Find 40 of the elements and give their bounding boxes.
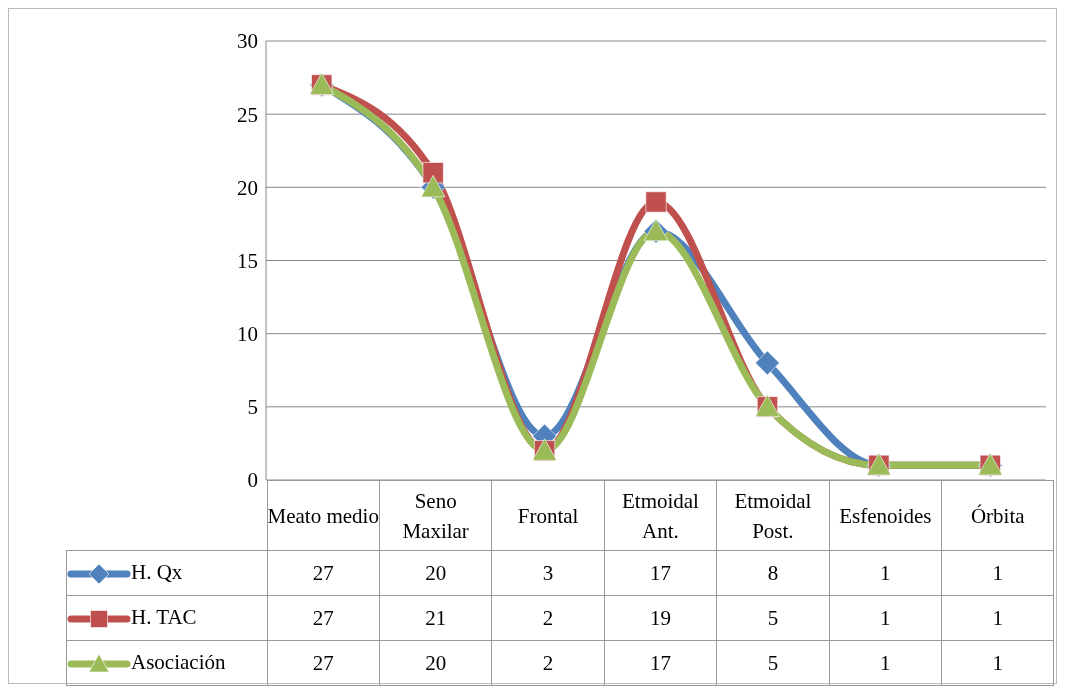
data-label: 19 <box>604 595 717 641</box>
data-label: 27 <box>267 550 380 596</box>
data-label: 2 <box>491 640 605 686</box>
data-label: 1 <box>941 640 1054 686</box>
x-tick-label: Etmoidal Ant. <box>604 480 717 551</box>
y-tick-label: 5 <box>247 395 258 420</box>
data-label: 1 <box>829 550 942 596</box>
data-label: 21 <box>379 595 492 641</box>
data-label: 2 <box>491 595 605 641</box>
data-label: 5 <box>716 640 830 686</box>
x-tick-label: Frontal <box>491 480 605 551</box>
x-tick-label: Órbita <box>941 480 1054 551</box>
x-tick-label: Seno Maxilar <box>379 480 492 551</box>
data-label: 1 <box>829 640 942 686</box>
data-label: 27 <box>267 640 380 686</box>
y-tick-label: 25 <box>237 102 258 127</box>
point <box>645 191 667 213</box>
y-tick-label: 15 <box>237 248 258 273</box>
legend-label: H. TAC <box>131 604 197 629</box>
y-tick-label: 0 <box>247 468 258 493</box>
x-tick-label: Meato medio <box>267 480 380 551</box>
legend-label: H. Qx <box>131 559 183 584</box>
data-label: 1 <box>941 595 1054 641</box>
data-label: 1 <box>829 595 942 641</box>
data-label: 8 <box>716 550 830 596</box>
data-label: 17 <box>604 550 717 596</box>
point <box>754 350 780 376</box>
y-tick-label: 10 <box>237 322 258 347</box>
x-tick-label: Esfenoides <box>829 480 942 551</box>
y-tick-label: 30 <box>237 29 258 54</box>
data-label: 17 <box>604 640 717 686</box>
data-label: 5 <box>716 595 830 641</box>
y-tick-label: 20 <box>237 175 258 200</box>
data-label: 27 <box>267 595 380 641</box>
data-label: 20 <box>379 550 492 596</box>
x-tick-label: Etmoidal Post. <box>716 480 830 551</box>
data-label: 3 <box>491 550 605 596</box>
legend-label: Asociación <box>131 649 226 674</box>
data-label: 20 <box>379 640 492 686</box>
data-label: 1 <box>941 550 1054 596</box>
